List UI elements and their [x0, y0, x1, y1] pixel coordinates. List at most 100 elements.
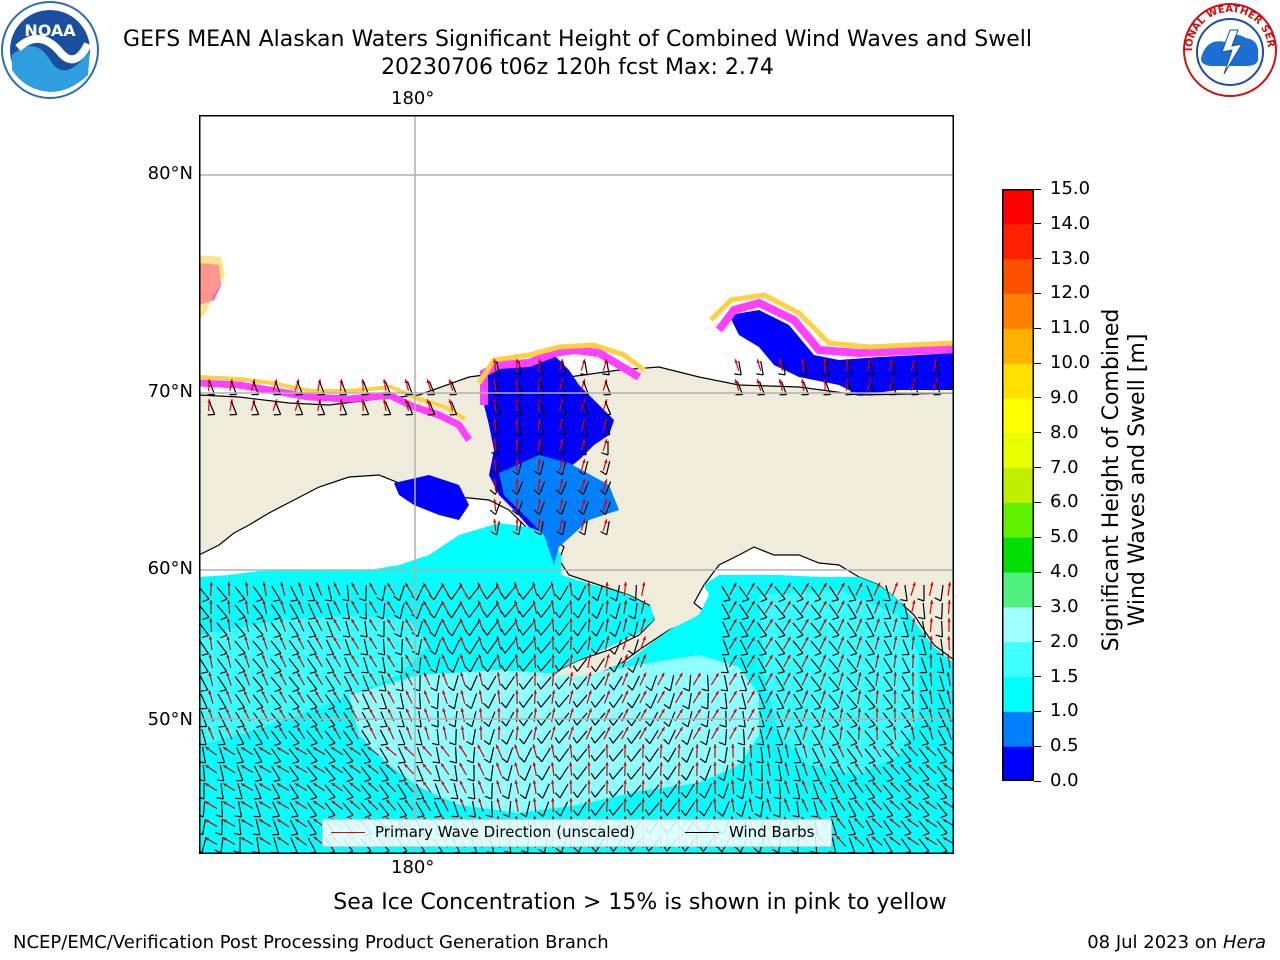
- wind-barb-flag: [464, 593, 470, 600]
- wave-direction-arrowhead: [661, 672, 665, 677]
- wind-barb-flag: [900, 599, 908, 602]
- wave-direction-arrowhead: [205, 746, 210, 751]
- wind-barb: [518, 521, 522, 535]
- wave-direction-arrowhead: [333, 636, 337, 641]
- wind-barb: [472, 729, 476, 745]
- wave-direction-arrowhead: [403, 746, 408, 750]
- wave-direction-arrowhead: [801, 798, 806, 803]
- wind-barb-flag: [717, 793, 724, 800]
- wind-barb: [865, 621, 875, 637]
- wave-direction-arrowhead: [441, 798, 445, 803]
- lon-label-bottom: 180°: [391, 857, 435, 878]
- wave-direction-arrowhead: [460, 726, 465, 730]
- wave-direction-arrowhead: [460, 708, 465, 713]
- wind-barb: [418, 692, 422, 710]
- wind-barb: [723, 657, 729, 673]
- wave-direction-arrowhead: [387, 637, 391, 641]
- wave-direction-arrowhead: [751, 655, 755, 659]
- wind-barb-flag: [644, 791, 650, 798]
- wind-barb-flag: [536, 611, 542, 618]
- wind-barb-flag: [600, 530, 608, 536]
- colorbar-tick-mark: [1034, 223, 1041, 225]
- wave-direction-arrowhead: [715, 673, 719, 678]
- wind-barb-flag: [238, 616, 246, 621]
- wind-barb-flag: [273, 779, 281, 782]
- wave-direction-arrowhead: [766, 744, 771, 748]
- wind-barb-flag: [292, 760, 300, 765]
- wind-barb-flag: [238, 652, 246, 657]
- wind-barb: [454, 764, 458, 782]
- wind-barb-flag: [904, 814, 912, 819]
- wave-direction-arrowhead: [872, 799, 876, 804]
- wave-direction-arrowhead: [769, 619, 773, 624]
- wave-direction-arrowhead: [226, 636, 231, 641]
- wave-direction-arrowhead: [493, 519, 497, 523]
- wind-barb-flag: [578, 470, 585, 476]
- wind-barb: [505, 693, 515, 709]
- wind-barb: [760, 746, 764, 764]
- wind-barb: [885, 585, 891, 601]
- wind-barb: [507, 783, 513, 799]
- colorbar-segment: [1002, 746, 1034, 782]
- wind-barb-flag: [572, 773, 578, 780]
- wave-direction-arrowhead: [930, 582, 934, 587]
- wave-direction-arrowhead: [515, 726, 520, 730]
- wind-barb-flag: [360, 634, 368, 638]
- wind-barb-flag: [500, 683, 506, 690]
- wind-barb: [540, 676, 552, 690]
- wave-direction-arrowhead: [677, 816, 681, 820]
- wind-barb: [792, 640, 804, 654]
- wave-direction-arrowhead: [641, 744, 645, 748]
- wind-barb: [236, 747, 244, 763]
- wave-direction-arrowhead: [733, 726, 737, 731]
- wave-direction-arrowhead: [496, 636, 500, 641]
- wave-direction-arrowhead: [804, 654, 809, 659]
- wind-barb: [522, 640, 534, 654]
- footer-date: 08 Jul 2023 on Hera: [1087, 932, 1266, 953]
- wind-barb-flag: [448, 704, 455, 710]
- wind-barb: [289, 585, 299, 601]
- wave-direction-arrowhead: [929, 618, 934, 622]
- wind-barb: [342, 748, 354, 762]
- wind-barb: [270, 658, 282, 672]
- wind-barb: [202, 764, 206, 782]
- wind-barb-flag: [554, 755, 560, 762]
- colorbar-tick-mark: [1034, 362, 1041, 364]
- wind-barb: [812, 783, 820, 799]
- wind-barb-flag: [599, 509, 606, 516]
- wind-barb-flag: [572, 809, 579, 817]
- wind-barb-flag: [292, 670, 300, 675]
- wind-barb: [937, 747, 947, 763]
- wind-barb-flag: [738, 707, 747, 710]
- wind-barb-flag: [849, 634, 857, 639]
- wind-barb: [582, 481, 590, 495]
- wave-direction-arrowhead: [405, 690, 410, 695]
- wind-barb-flag: [701, 688, 709, 692]
- wind-barb: [270, 622, 282, 636]
- wind-barb: [199, 657, 209, 673]
- wind-barb-flag: [220, 652, 228, 657]
- wave-direction-arrowhead: [893, 654, 898, 658]
- wind-barb-flag: [736, 794, 743, 800]
- wind-barb-flag: [398, 761, 406, 764]
- wind-barb-flag: [572, 647, 578, 654]
- wind-barb: [417, 639, 423, 655]
- wind-barb: [542, 801, 550, 817]
- wind-barb: [562, 361, 566, 375]
- wind-barb-flag: [848, 599, 856, 602]
- wave-direction-arrowhead: [459, 618, 464, 623]
- wind-barb-flag: [345, 725, 353, 729]
- wind-barb-flag: [580, 373, 588, 376]
- wave-direction-arrowhead: [769, 601, 773, 606]
- wind-barb-flag: [590, 683, 596, 690]
- wind-barb-flag: [512, 530, 520, 536]
- wind-barb: [810, 622, 822, 636]
- wave-direction-arrowhead: [787, 583, 791, 588]
- wave-direction-arrowhead: [423, 600, 427, 605]
- wind-barb-flag: [610, 596, 617, 602]
- wind-barb-flag: [936, 671, 944, 674]
- wind-barb-flag: [776, 725, 784, 728]
- wind-barb: [472, 782, 476, 800]
- wave-direction-arrowhead: [550, 582, 554, 587]
- wind-barb-flag: [590, 791, 596, 798]
